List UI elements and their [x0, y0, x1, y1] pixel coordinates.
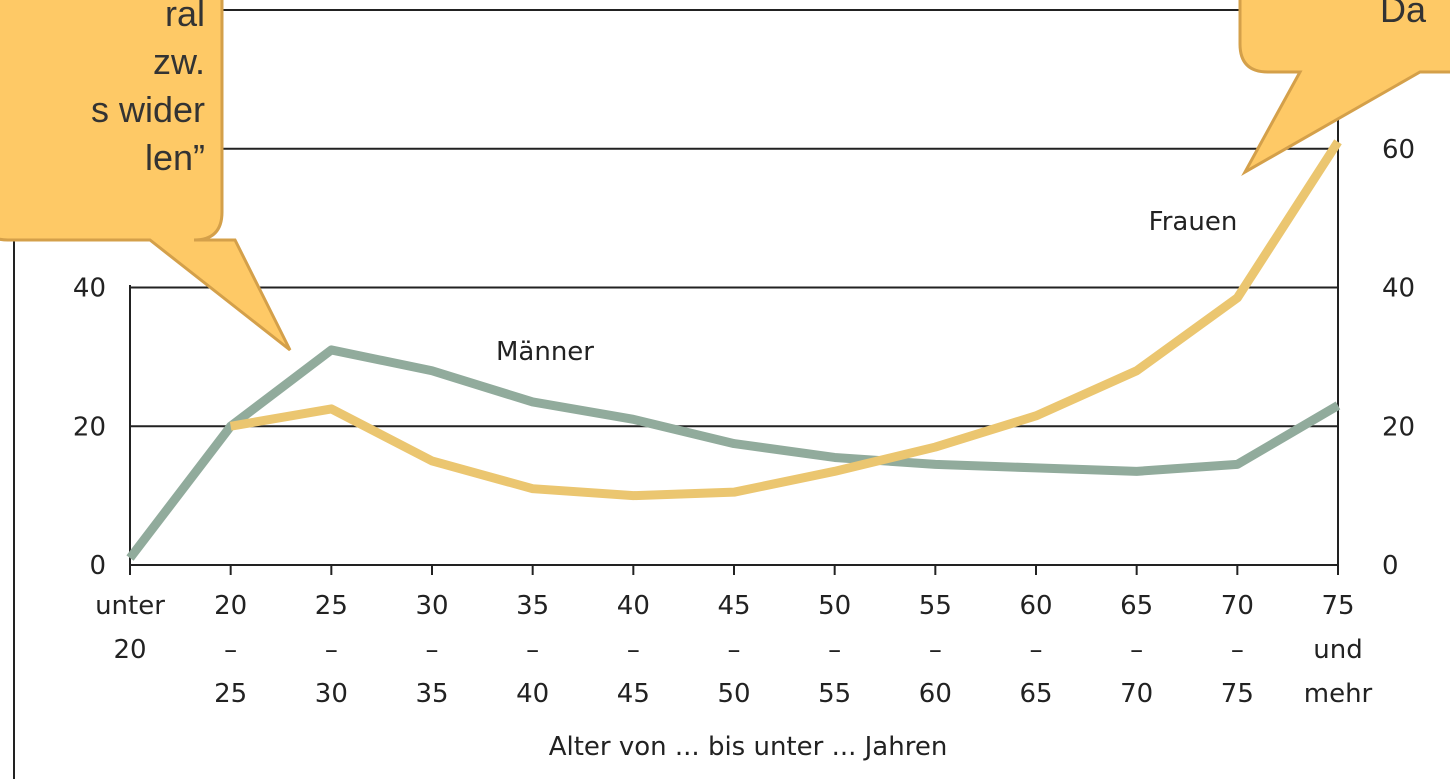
y-tick-label: 0 [1382, 551, 1399, 581]
plot: 002020404060608080unter2020–2525–3030–35… [73, 0, 1415, 709]
x-tick-label: 40–45 [617, 591, 650, 709]
y-tick-label: 20 [1382, 412, 1415, 442]
x-tick-label: 75 und mehr [1304, 591, 1373, 709]
y-tick-label: 40 [1382, 274, 1415, 304]
y-tick-label: 40 [73, 274, 106, 304]
x-tick-label: 45–50 [717, 591, 750, 709]
x-tick-label: unter 20 [95, 591, 165, 665]
bubble-text: zw. [153, 41, 205, 82]
x-tick-label: 55–60 [919, 591, 952, 709]
y-tick-label: 60 [1382, 135, 1415, 165]
bubble-text: s wider [91, 89, 205, 130]
x-tick-label: 25–30 [315, 591, 348, 709]
series-label: Frauen [1149, 207, 1238, 237]
y-tick-label: 20 [73, 412, 106, 442]
bubble-text: len” [145, 137, 205, 178]
x-tick-label: 65–70 [1120, 591, 1153, 709]
speech-bubbles: ral zw. s wider len” Da [0, 0, 1450, 352]
x-tick-label: 20–25 [214, 591, 247, 709]
x-tick-label: 30–35 [415, 591, 448, 709]
speech-bubble [1238, 0, 1450, 176]
x-tick-label: 70–75 [1221, 591, 1254, 709]
bubble-text: ral [165, 0, 205, 34]
line-series [126, 345, 1341, 561]
y-tick-label: 0 [89, 551, 106, 581]
x-axis-label: Alter von ... bis unter ... Jahren [549, 732, 948, 762]
line-series [229, 139, 1342, 501]
x-tick-label: 50–55 [818, 591, 851, 709]
x-tick-label: 60–65 [1019, 591, 1052, 709]
speech-bubble [0, 0, 292, 352]
x-tick-label: 35–40 [516, 591, 549, 709]
series-label: Männer [496, 337, 594, 367]
bubble-text: Da [1380, 0, 1427, 30]
